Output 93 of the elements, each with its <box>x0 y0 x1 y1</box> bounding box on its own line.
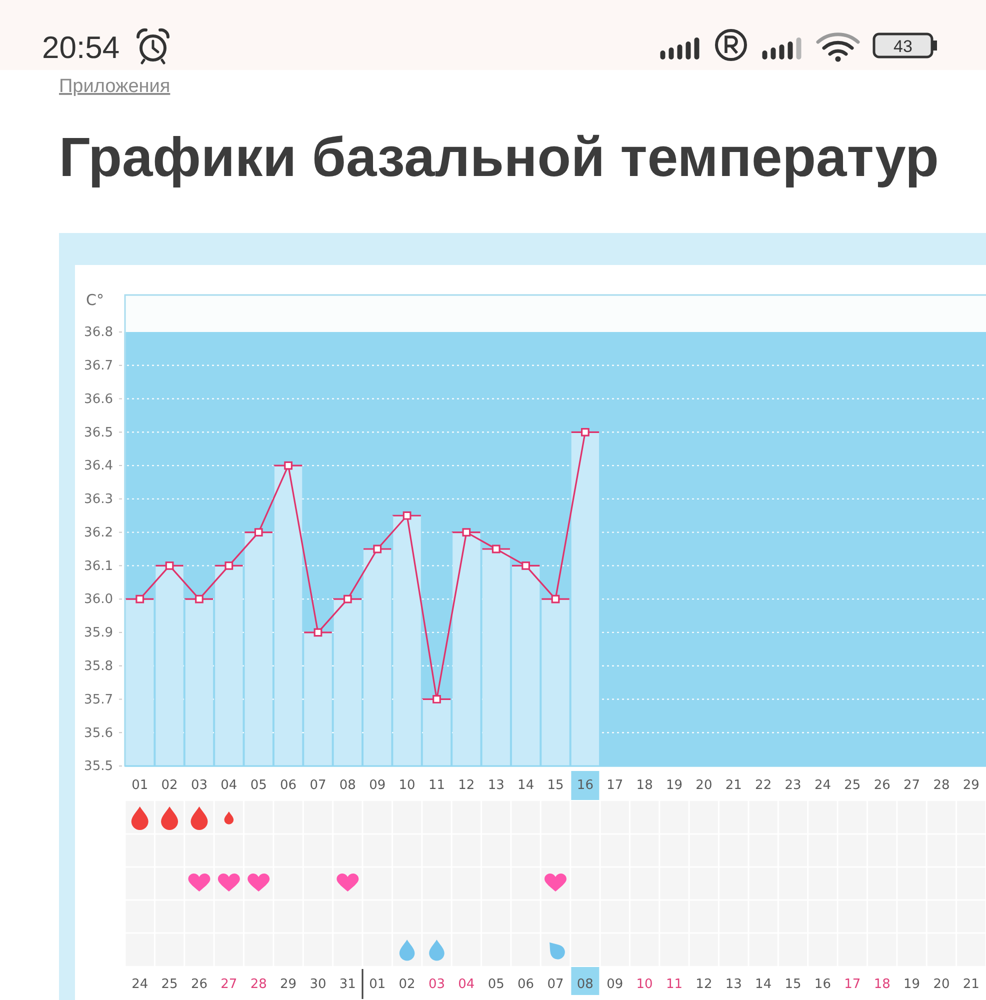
point <box>195 594 204 604</box>
text: 09 <box>606 977 624 992</box>
y-tick-label: 36.4 <box>84 458 113 474</box>
point <box>165 562 174 570</box>
text: 05 <box>488 977 504 992</box>
point <box>284 461 292 470</box>
x-tick-label: 21 <box>725 778 742 794</box>
point <box>492 544 500 554</box>
point <box>551 594 560 604</box>
point <box>136 594 144 604</box>
y-tick-label: 36.6 <box>84 392 113 407</box>
point <box>522 562 530 570</box>
point <box>254 528 263 536</box>
x-tick-label: 08 <box>339 778 356 794</box>
x-tick-label: 17 <box>606 778 624 794</box>
text: 20:54 <box>42 30 120 65</box>
point <box>373 544 382 554</box>
text: 26 <box>190 977 208 992</box>
x-tick-label: 18 <box>636 778 653 794</box>
y-tick-label: 35.6 <box>84 726 113 741</box>
text: 08 <box>576 977 594 992</box>
text: 21 <box>962 977 980 992</box>
y-tick-label: 36.2 <box>84 525 113 540</box>
x-tick-label: 06 <box>280 778 297 794</box>
text: 28 <box>250 977 267 992</box>
x-tick-label: 20 <box>696 778 712 794</box>
y-axis-title: C° <box>86 291 104 309</box>
x-tick-label: 25 <box>844 778 861 794</box>
x-tick-label: 16 <box>576 778 594 794</box>
y-tick-label: 35.5 <box>84 759 113 774</box>
text: 24 <box>132 977 148 992</box>
text: 01 <box>369 977 386 992</box>
text: 17 <box>844 977 861 992</box>
y-tick-label: 36.0 <box>84 592 113 608</box>
text: 27 <box>220 977 238 992</box>
point <box>462 528 471 536</box>
y-tick-label: 36.3 <box>84 492 113 508</box>
x-tick-label: 03 <box>190 778 208 794</box>
point <box>432 695 441 704</box>
text: 31 <box>339 977 356 992</box>
text: 30 <box>310 977 326 992</box>
y-tick-label: 36.7 <box>84 358 113 374</box>
x-tick-label: 15 <box>547 778 564 794</box>
point <box>314 628 322 637</box>
x-tick-label: 19 <box>666 778 683 794</box>
text: 14 <box>755 977 772 992</box>
y-tick-label: 35.9 <box>84 626 113 641</box>
x-tick-label: 29 <box>962 778 980 794</box>
y-tick-label: 36.5 <box>84 425 113 440</box>
point <box>581 428 590 436</box>
point <box>224 562 234 570</box>
text: 02 <box>398 977 416 992</box>
point <box>343 594 352 604</box>
text: 13 <box>725 977 742 992</box>
x-tick-label: 09 <box>369 778 386 794</box>
x-tick-label: 27 <box>904 778 920 794</box>
x-tick-label: 11 <box>428 778 446 794</box>
x-tick-label: 26 <box>874 778 890 794</box>
text: 29 <box>280 977 297 992</box>
text: 18 <box>874 977 890 992</box>
text: 12 <box>696 977 712 992</box>
text: 16 <box>814 977 831 992</box>
x-tick-label: 02 <box>161 778 178 794</box>
x-tick-label: 14 <box>518 778 534 794</box>
text: 20 <box>933 977 950 992</box>
x-tick-label: 13 <box>488 778 504 794</box>
text: 06 <box>518 977 534 992</box>
chart-title: Графики базальной температур <box>59 126 939 188</box>
text: 43 <box>894 37 912 56</box>
x-tick-label: 10 <box>398 778 416 794</box>
x-tick-label: 12 <box>458 778 475 794</box>
text: 25 <box>161 977 178 992</box>
text: 03 <box>428 977 446 992</box>
point <box>402 511 412 520</box>
x-tick-label: 01 <box>132 778 148 794</box>
x-tick-label: 22 <box>755 778 772 794</box>
x-tick-label: 04 <box>220 778 238 794</box>
x-tick-label: 07 <box>310 778 326 794</box>
text: 07 <box>547 977 564 992</box>
text: 19 <box>904 977 920 992</box>
text: 10 <box>636 977 653 992</box>
y-tick-label: 36.1 <box>84 558 113 574</box>
text: 11 <box>666 977 683 992</box>
x-tick-label: 24 <box>814 778 831 794</box>
text: 15 <box>784 977 802 992</box>
x-tick-label: 05 <box>250 778 267 794</box>
text: 04 <box>458 977 475 992</box>
y-tick-label: 35.8 <box>84 659 113 674</box>
x-tick-label: 23 <box>784 778 802 794</box>
y-tick-label: 36.8 <box>84 325 113 340</box>
text: Приложения <box>59 76 170 97</box>
x-tick-label: 28 <box>933 778 950 794</box>
y-tick-label: 35.7 <box>84 692 113 708</box>
